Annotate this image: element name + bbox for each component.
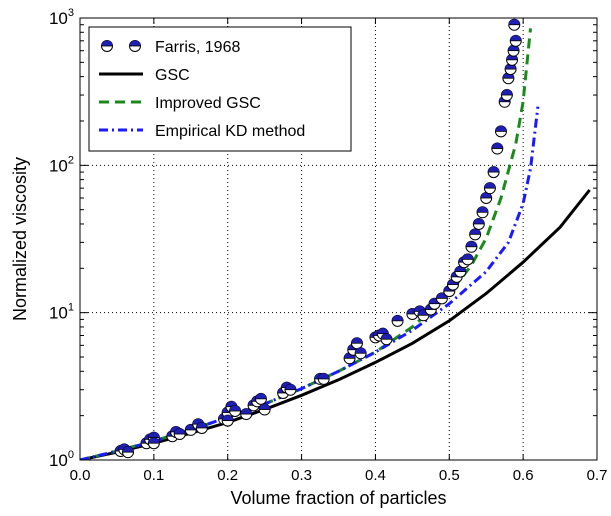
data-point <box>354 347 367 360</box>
legend-entry: Empirical KD method <box>99 123 305 140</box>
x-axis-label: Volume fraction of particles <box>230 488 446 508</box>
legend-entry: Farris, 1968 <box>101 39 240 56</box>
data-point <box>487 166 500 179</box>
y-tick-label: 101 <box>49 302 74 323</box>
legend-label: Empirical KD method <box>155 123 305 140</box>
data-point <box>122 446 135 459</box>
data-point <box>494 125 507 138</box>
x-tick-label: 0.0 <box>70 467 91 484</box>
x-tick-label: 0.1 <box>143 467 164 484</box>
data-point <box>350 337 363 350</box>
legend-label: Farris, 1968 <box>155 39 240 56</box>
y-tick-label: 103 <box>49 7 74 28</box>
legend: Farris, 1968 GSC Improved GSC Empirical KD … <box>88 26 352 152</box>
data-point <box>483 182 496 195</box>
data-point <box>472 217 485 230</box>
data-point <box>509 34 522 47</box>
x-axis: 0.0 0.1 0.2 0.3 0.4 0.5 0.6 0.7 <box>70 18 608 484</box>
data-point <box>480 192 493 205</box>
data-point <box>461 253 474 266</box>
x-tick-label: 0.2 <box>217 467 238 484</box>
data-point <box>465 240 478 253</box>
y-axis-label: Normalized viscosity <box>10 157 30 321</box>
data-point <box>469 228 482 241</box>
data-point <box>476 206 489 219</box>
data-point <box>284 383 297 396</box>
data-point <box>173 428 186 441</box>
series-line <box>80 189 591 460</box>
x-tick-label: 0.6 <box>513 467 534 484</box>
plot-frame <box>79 17 598 461</box>
x-tick-label: 0.4 <box>365 467 386 484</box>
data-point <box>507 44 520 57</box>
legend-label: Improved GSC <box>155 95 261 112</box>
data-point <box>221 414 234 427</box>
data-point <box>317 372 330 385</box>
legend-marker <box>129 40 141 52</box>
legend-entry: GSC <box>99 67 190 84</box>
data-point <box>240 408 253 421</box>
data-point <box>258 403 271 416</box>
data-point <box>380 333 393 346</box>
data-point <box>184 423 197 436</box>
x-tick-label: 0.3 <box>291 467 312 484</box>
x-tick-label: 0.5 <box>439 467 460 484</box>
data-point <box>229 405 242 418</box>
data-point <box>195 421 208 434</box>
grid <box>80 18 597 460</box>
x-tick-label: 0.7 <box>587 467 608 484</box>
y-tick-label: 100 <box>49 449 74 470</box>
data-point <box>508 18 521 31</box>
legend-entry: Improved GSC <box>99 95 261 112</box>
series-line <box>80 106 540 460</box>
legend-label: GSC <box>155 67 190 84</box>
data-point <box>147 437 160 450</box>
y-axis: 100 101 102 103 <box>49 7 597 470</box>
data-point <box>491 142 504 155</box>
data-point <box>500 89 513 102</box>
y-tick-label: 102 <box>49 154 74 175</box>
legend-marker <box>101 40 113 52</box>
data-point <box>391 314 404 327</box>
data-point <box>254 392 267 405</box>
